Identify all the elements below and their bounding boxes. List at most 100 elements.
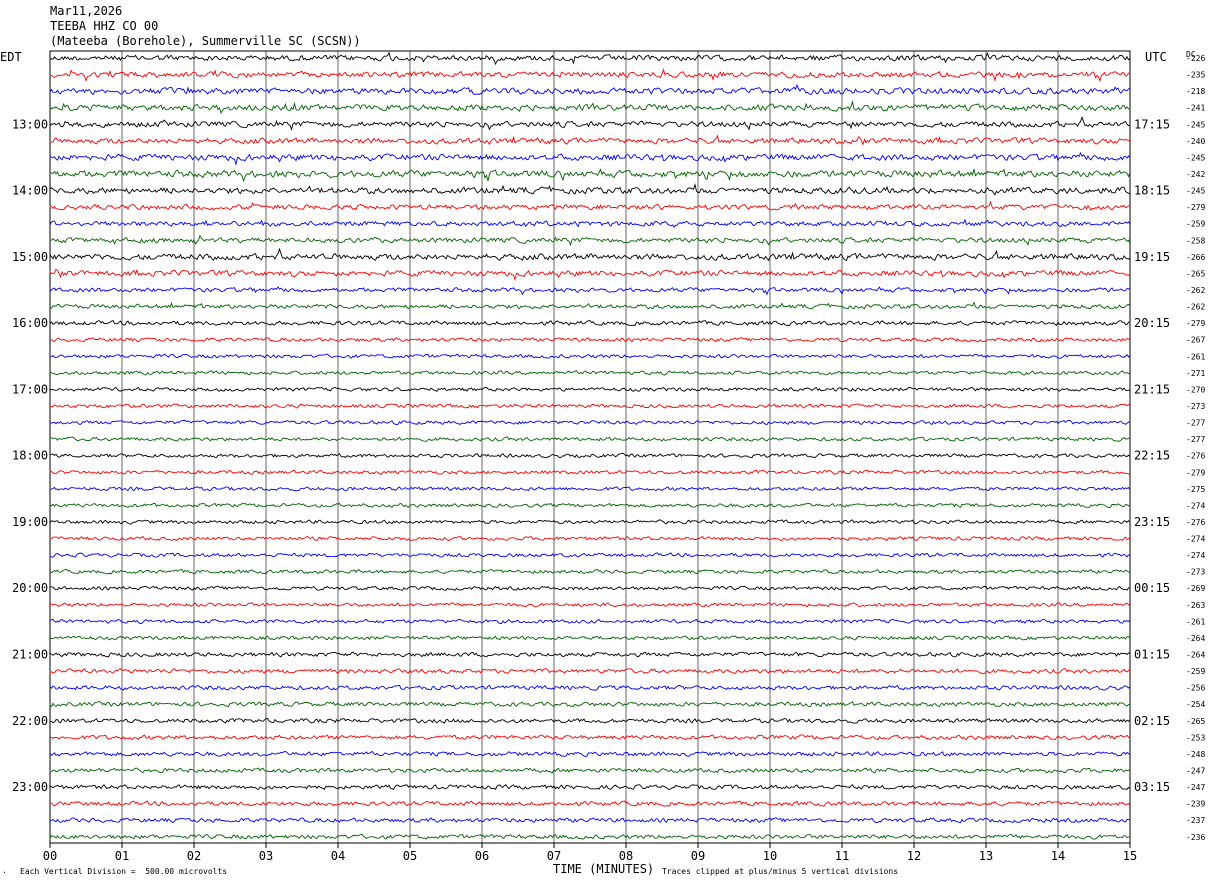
seismic-trace [49, 370, 1131, 376]
x-tick-label: 12 [907, 849, 921, 863]
dc-offset-label: -253 [1186, 733, 1205, 742]
dc-offset-label: -259 [1186, 220, 1205, 229]
dc-offset-label: -261 [1186, 352, 1205, 361]
utc-hour-label: 03:15 [1134, 780, 1170, 794]
edt-hour-label: 13:00 [12, 117, 48, 131]
edt-hour-label: 19:00 [12, 515, 48, 529]
seismic-trace [49, 618, 1131, 625]
dc-offset-label: -277 [1186, 435, 1205, 444]
seismic-trace [49, 502, 1131, 509]
dc-offset-label: -254 [1186, 700, 1205, 709]
x-tick-label: 09 [691, 849, 705, 863]
dc-offset-label: -235 [1186, 71, 1205, 80]
x-tick-label: 10 [763, 849, 777, 863]
seismic-trace [49, 68, 1131, 83]
utc-hour-label: 22:15 [1134, 449, 1170, 463]
seismic-trace [49, 452, 1131, 459]
dc-offset-label: -264 [1186, 651, 1205, 660]
seismic-trace [49, 337, 1131, 343]
seismic-trace [49, 833, 1131, 841]
seismic-trace [49, 436, 1131, 442]
edt-hour-label: 23:00 [12, 780, 48, 794]
seismic-trace [49, 168, 1131, 183]
x-tick-label: 11 [835, 849, 849, 863]
edt-hour-label: 18:00 [12, 449, 48, 463]
dc-offset-label: -271 [1186, 369, 1205, 378]
seismic-trace [49, 635, 1131, 641]
seismic-trace [49, 668, 1131, 675]
seismic-trace [49, 134, 1131, 146]
seismic-trace [49, 519, 1131, 525]
seismic-trace [49, 651, 1131, 658]
x-tick-label: 03 [259, 849, 273, 863]
dc-offset-label: -261 [1186, 617, 1205, 626]
seismic-trace [49, 115, 1131, 132]
seismic-trace [49, 320, 1131, 327]
dc-offset-label: -226 [1186, 54, 1205, 63]
station-location: (Mateeba (Borehole), Summerville SC (SCS… [50, 34, 361, 48]
x-tick-label: 06 [475, 849, 489, 863]
seismic-trace [49, 51, 1131, 66]
dc-offset-label: -273 [1186, 402, 1205, 411]
plot-frame [49, 50, 1131, 844]
seismic-trace [49, 151, 1131, 166]
label-group: -226 -235 -218 -241 -245 -240 -245 -242 -245 -279… [12, 54, 1205, 863]
dc-offset-label: -275 [1186, 485, 1205, 494]
utc-axis-label: UTC [1145, 50, 1167, 64]
seismic-trace [49, 568, 1131, 575]
station-id: TEEBA HHZ CO 00 [50, 19, 159, 33]
vertical-scale-note: Each Vertical Division = 500.00 microvol… [20, 867, 228, 876]
seismic-trace [49, 767, 1131, 774]
x-tick-group [49, 843, 1131, 848]
dc-offset-label: -264 [1186, 634, 1205, 643]
edt-hour-label: 21:00 [12, 648, 48, 662]
seismic-trace [49, 286, 1131, 296]
seismic-trace [49, 552, 1131, 558]
seismic-trace [49, 83, 1131, 96]
dc-offset-label: -273 [1186, 568, 1205, 577]
utc-hour-label: 18:15 [1134, 184, 1170, 198]
x-tick-label: 15 [1123, 849, 1137, 863]
trace-group [49, 51, 1131, 841]
seismic-trace [49, 234, 1131, 247]
edt-hour-label: 14:00 [12, 184, 48, 198]
dc-offset-label: -279 [1186, 203, 1205, 212]
dc-offset-label: -245 [1186, 153, 1205, 162]
seismic-trace [49, 247, 1131, 262]
dc-offset-label: -274 [1186, 551, 1205, 560]
plot-date: Mar11,2026 [50, 4, 123, 18]
dc-offset-label: -276 [1186, 518, 1205, 527]
dc-offset-label: -262 [1186, 286, 1205, 295]
seismic-trace [49, 602, 1131, 608]
edt-hour-label: 20:00 [12, 581, 48, 595]
dc-offset-label: -248 [1186, 750, 1205, 759]
corner-mark: · [2, 868, 7, 877]
seismic-trace [49, 268, 1131, 282]
seismic-trace [49, 403, 1131, 409]
utc-hour-label: 23:15 [1134, 515, 1170, 529]
seismic-trace [49, 536, 1131, 542]
x-tick-label: 07 [547, 849, 561, 863]
utc-hour-label: 17:15 [1134, 117, 1170, 131]
seismic-trace [49, 353, 1131, 359]
seismic-trace [49, 386, 1131, 392]
x-tick-label: 01 [115, 849, 129, 863]
seismic-trace [49, 684, 1131, 691]
edt-hour-label: 15:00 [12, 250, 48, 264]
dc-offset-label: -236 [1186, 833, 1205, 842]
dc-offset-label: -263 [1186, 601, 1205, 610]
x-tick-label: 05 [403, 849, 417, 863]
seismic-trace [49, 469, 1131, 475]
utc-hour-label: 21:15 [1134, 382, 1170, 396]
dc-offset-label: -266 [1186, 253, 1205, 262]
seismic-trace [49, 420, 1131, 426]
dc-offset-label: -274 [1186, 535, 1205, 544]
seismic-trace [49, 734, 1131, 741]
edt-hour-label: 16:00 [12, 316, 48, 330]
dc-offset-label: -259 [1186, 667, 1205, 676]
x-tick-label: 13 [979, 849, 993, 863]
edt-hour-label: 22:00 [12, 714, 48, 728]
dc-offset-label: -269 [1186, 584, 1205, 593]
grid-lines [49, 50, 1131, 844]
x-tick-label: 14 [1051, 849, 1065, 863]
